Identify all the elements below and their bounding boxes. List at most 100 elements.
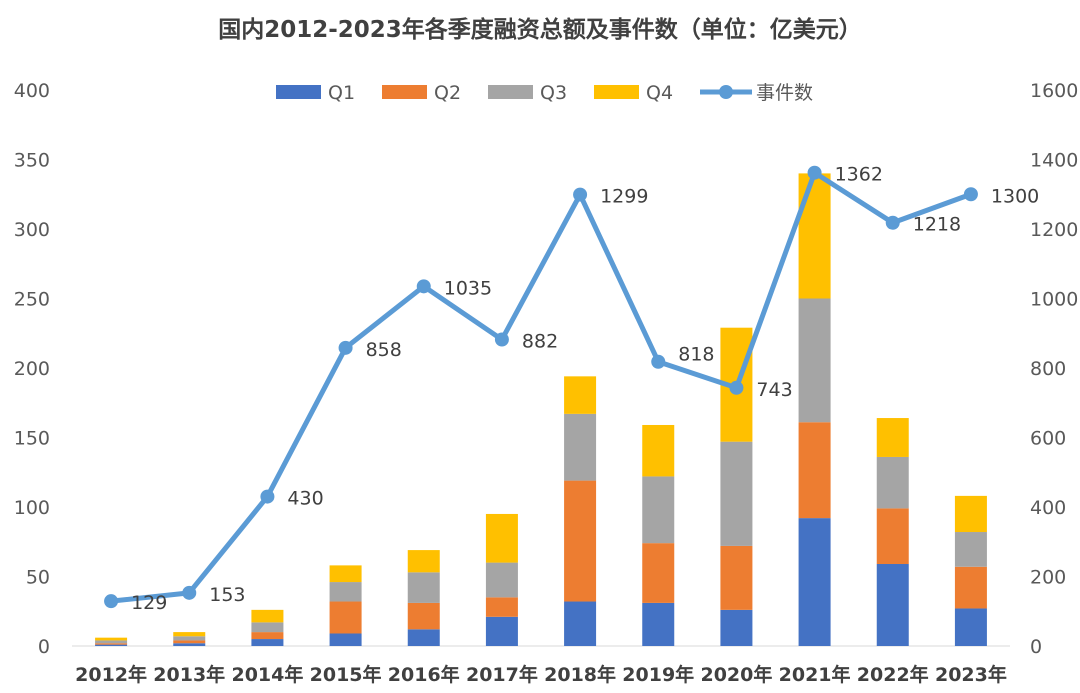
events-point <box>807 165 822 180</box>
bar-q3-2023年 <box>954 532 987 567</box>
x-tick-label: 2015年 <box>310 663 382 686</box>
legend-label: Q4 <box>646 82 673 104</box>
x-tick-label: 2021年 <box>779 663 851 686</box>
bar-q4-2012年 <box>95 637 128 641</box>
events-data-label: 743 <box>756 379 792 401</box>
events-point <box>494 332 509 347</box>
y-right-tick-label: 1000 <box>1030 289 1078 311</box>
bar-q2-2018年 <box>564 480 597 602</box>
events-data-label: 1299 <box>600 186 648 208</box>
events-point <box>573 187 588 202</box>
events-data-label: 882 <box>522 331 558 353</box>
y-right-tick-label: 400 <box>1030 497 1066 519</box>
events-point <box>182 585 197 600</box>
bar-q1-2013年 <box>173 643 206 646</box>
bar-q4-2018年 <box>564 376 597 414</box>
bar-q2-2013年 <box>173 640 206 644</box>
events-point <box>963 187 978 202</box>
y-right-tick-label: 1200 <box>1030 219 1078 241</box>
bar-q1-2022年 <box>876 563 909 646</box>
bar-q1-2020年 <box>720 609 753 646</box>
x-tick-label: 2016年 <box>388 663 460 686</box>
bar-q2-2017年 <box>485 597 518 617</box>
bar-q2-2015年 <box>329 601 362 634</box>
bar-q3-2021年 <box>798 298 831 423</box>
x-tick-label: 2017年 <box>466 663 538 686</box>
bar-q3-2020年 <box>720 441 753 546</box>
x-tick-label: 2012年 <box>75 663 147 686</box>
events-point <box>729 380 744 395</box>
events-line <box>110 170 972 604</box>
bar-q4-2022年 <box>876 418 909 457</box>
bar-q4-2013年 <box>173 632 206 637</box>
legend-swatch-q1 <box>276 85 321 99</box>
bar-q4-2021年 <box>798 173 831 299</box>
x-tick-label: 2013年 <box>153 663 225 686</box>
events-data-label: 858 <box>366 339 402 361</box>
events-data-label: 818 <box>678 344 714 366</box>
bar-q3-2012年 <box>95 640 128 644</box>
bar-q1-2015年 <box>329 633 362 646</box>
bar-q1-2023年 <box>954 608 987 646</box>
y-left-tick-label: 200 <box>14 358 50 380</box>
y-left-tick-label: 300 <box>14 219 50 241</box>
bar-q2-2021年 <box>798 422 831 519</box>
bar-q1-2017年 <box>485 616 518 646</box>
y-left-tick-label: 0 <box>38 636 50 658</box>
events-point <box>651 354 666 369</box>
bar-q2-2016年 <box>407 602 440 630</box>
bar-q2-2020年 <box>720 545 753 610</box>
y-right-tick-label: 600 <box>1030 428 1066 450</box>
bar-q2-2019年 <box>642 543 675 603</box>
events-data-label: 153 <box>209 584 245 606</box>
x-tick-label: 2019年 <box>622 663 694 686</box>
bar-q3-2016年 <box>407 572 440 603</box>
bar-q1-2014年 <box>251 639 284 646</box>
x-tick-label: 2018年 <box>544 663 616 686</box>
x-tick-label: 2020年 <box>700 663 772 686</box>
bar-q1-2018年 <box>564 601 597 646</box>
events-data-label: 1218 <box>913 214 961 236</box>
bar-q2-2023年 <box>954 566 987 609</box>
events-point <box>338 340 353 355</box>
x-tick-label: 2023年 <box>935 663 1007 686</box>
bar-q1-2019年 <box>642 602 675 646</box>
legend-swatch-q4 <box>594 85 639 99</box>
bar-q3-2019年 <box>642 476 675 544</box>
bar-q3-2015年 <box>329 582 362 602</box>
events-point <box>885 215 900 230</box>
events-data-label: 1035 <box>444 277 492 299</box>
y-right-tick-label: 800 <box>1030 358 1066 380</box>
x-tick-label: 2014年 <box>231 663 303 686</box>
legend-label: 事件数 <box>756 82 813 104</box>
bar-q3-2013年 <box>173 636 206 641</box>
legend-label: Q1 <box>328 82 355 104</box>
y-left-tick-label: 350 <box>14 150 50 172</box>
events-data-label: 430 <box>287 488 323 510</box>
chart-title: 国内2012-2023年各季度融资总额及事件数（单位：亿美元） <box>218 17 862 43</box>
y-left-tick-label: 250 <box>14 289 50 311</box>
bar-q3-2022年 <box>876 456 909 509</box>
bar-q2-2014年 <box>251 632 284 640</box>
bar-q4-2014年 <box>251 609 284 623</box>
legend-swatch-q3 <box>488 85 533 99</box>
bar-q4-2015年 <box>329 565 362 583</box>
bar-q4-2017年 <box>485 513 518 563</box>
x-tick-label: 2022年 <box>857 663 929 686</box>
bar-q4-2016年 <box>407 550 440 573</box>
bar-q2-2022年 <box>876 508 909 564</box>
events-data-label: 1300 <box>991 185 1039 207</box>
bar-q3-2018年 <box>564 413 597 481</box>
y-right-tick-label: 1600 <box>1030 80 1078 102</box>
y-left-tick-label: 150 <box>14 428 50 450</box>
bar-q1-2012年 <box>95 644 128 646</box>
events-point <box>104 594 119 609</box>
bar-q4-2019年 <box>642 424 675 477</box>
y-left-tick-label: 400 <box>14 80 50 102</box>
bar-q3-2017年 <box>485 562 518 598</box>
events-point <box>416 279 431 294</box>
legend-swatch-q2 <box>382 85 427 99</box>
bar-q1-2021年 <box>798 518 831 646</box>
y-left-tick-label: 100 <box>14 497 50 519</box>
